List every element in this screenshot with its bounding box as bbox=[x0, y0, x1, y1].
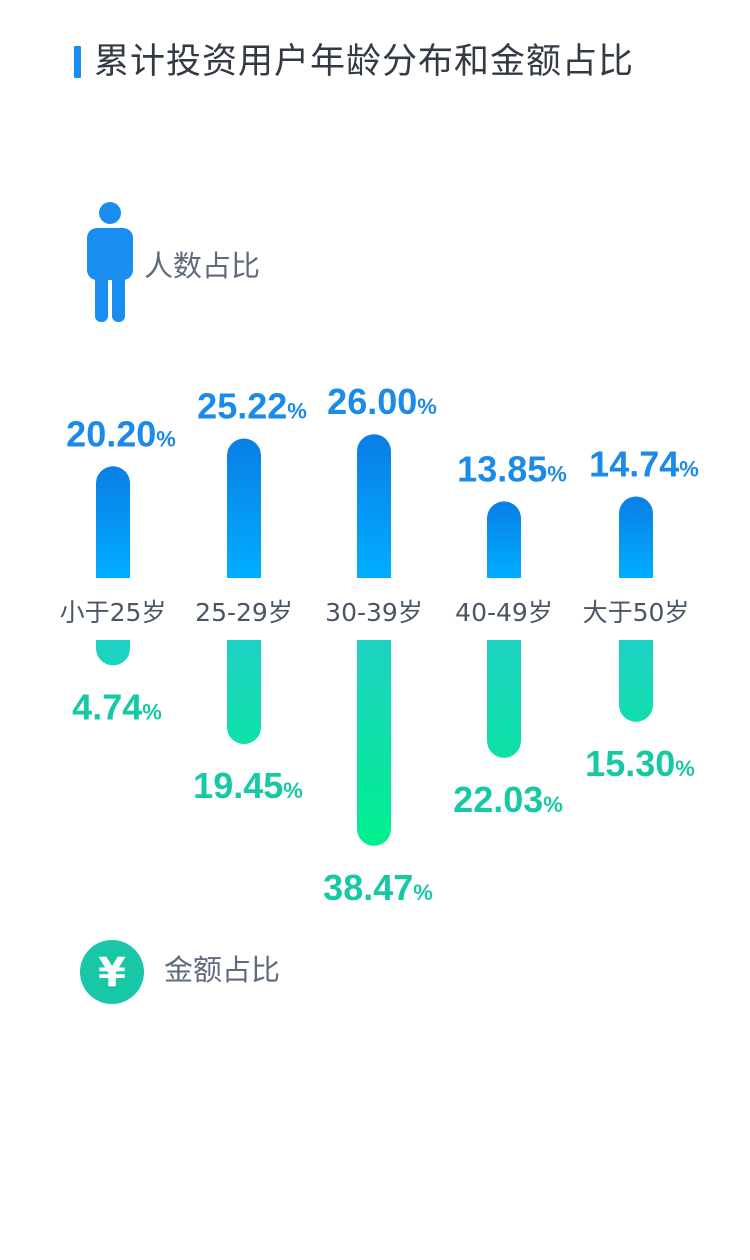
value-label-amount-0: 4.74% bbox=[72, 686, 162, 727]
bar-amount-0 bbox=[96, 640, 130, 666]
page-title: 累计投资用户年龄分布和金额占比 bbox=[94, 42, 635, 82]
category-label-1: 25-29岁 bbox=[195, 598, 293, 627]
bar-count-0 bbox=[96, 466, 130, 578]
category-label-4: 大于50岁 bbox=[583, 598, 690, 627]
person-icon bbox=[87, 202, 133, 322]
bar-count-1 bbox=[227, 438, 261, 578]
value-label-count-0: 20.20% bbox=[66, 413, 176, 454]
category-label-0: 小于25岁 bbox=[60, 598, 167, 627]
value-label-count-4: 14.74% bbox=[589, 443, 699, 484]
value-label-count-1: 25.22% bbox=[197, 386, 307, 427]
legend-amount-label: 金额占比 bbox=[164, 953, 281, 987]
bar-amount-3 bbox=[487, 640, 521, 758]
value-label-count-3: 13.85% bbox=[457, 448, 567, 489]
value-label-amount-2: 38.47% bbox=[323, 867, 433, 908]
category-label-2: 30-39岁 bbox=[325, 598, 423, 627]
bar-amount-4 bbox=[619, 640, 653, 722]
bar-count-3 bbox=[487, 501, 521, 578]
bar-amount-1 bbox=[227, 640, 261, 745]
legend-count-label: 人数占比 bbox=[144, 249, 261, 283]
yen-icon: ¥ bbox=[80, 940, 144, 1004]
value-label-amount-3: 22.03% bbox=[453, 779, 563, 820]
yen-symbol: ¥ bbox=[98, 950, 126, 996]
category-label-3: 40-49岁 bbox=[455, 598, 553, 627]
value-label-count-2: 26.00% bbox=[327, 381, 437, 422]
value-label-amount-1: 19.45% bbox=[193, 765, 303, 806]
bar-count-4 bbox=[619, 496, 653, 578]
title-accent-bar bbox=[74, 46, 81, 78]
bar-amount-2 bbox=[357, 640, 391, 846]
bar-count-2 bbox=[357, 434, 391, 578]
value-label-amount-4: 15.30% bbox=[585, 743, 695, 784]
